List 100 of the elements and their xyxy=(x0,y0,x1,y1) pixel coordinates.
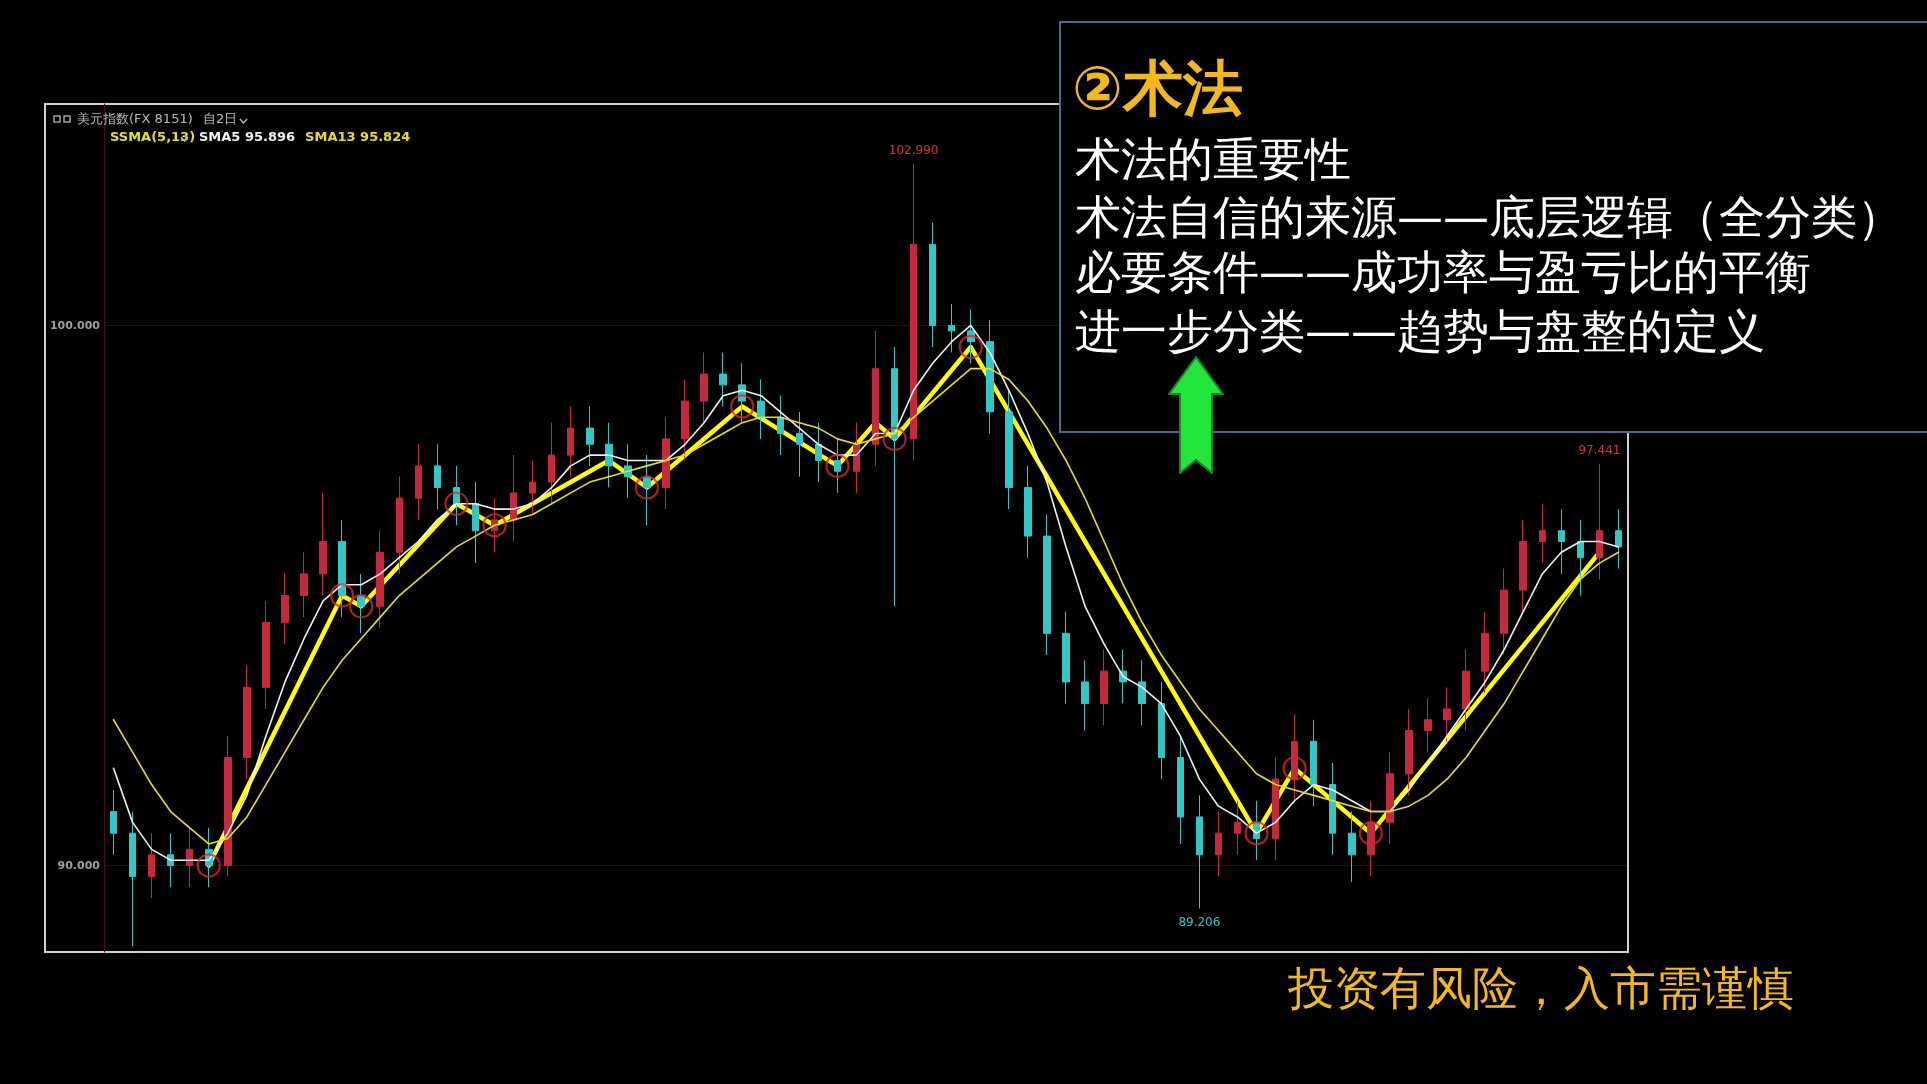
candlestick xyxy=(434,443,441,510)
annotation: 术法的重要性 xyxy=(1075,132,1351,188)
point xyxy=(882,426,907,451)
candlestick xyxy=(567,405,574,478)
point xyxy=(196,853,221,878)
candlestick xyxy=(719,351,727,407)
point xyxy=(1282,756,1307,781)
candlestick xyxy=(300,551,308,618)
candlestick xyxy=(1291,713,1298,802)
text: SMA5 95.896 xyxy=(199,129,296,144)
candlestick xyxy=(1215,811,1222,877)
point xyxy=(634,475,660,500)
annotation: 自2日 xyxy=(203,111,238,127)
candlestick xyxy=(1462,649,1470,732)
candlestick xyxy=(1005,389,1013,510)
candlestick xyxy=(186,827,193,888)
point xyxy=(330,583,355,608)
point xyxy=(1244,821,1269,846)
candlestick xyxy=(777,395,784,456)
candlestick xyxy=(1024,465,1032,559)
candlestick xyxy=(1177,735,1184,845)
legend-title: SSMA(5,13) xyxy=(110,129,196,144)
candlestick xyxy=(1443,686,1451,742)
annotation: 美元指数(FX 8151) xyxy=(77,111,193,127)
candlestick xyxy=(948,303,955,353)
candlestick xyxy=(624,443,632,499)
chart-title: ②术法 xyxy=(1072,53,1243,123)
candlestick xyxy=(1196,794,1203,909)
point xyxy=(825,453,850,478)
candlestick xyxy=(1158,681,1165,780)
candlestick xyxy=(129,811,136,948)
candlestick xyxy=(929,222,936,348)
candlestick xyxy=(643,454,651,526)
candlestick xyxy=(1386,751,1394,845)
candlestick xyxy=(376,530,384,629)
candlestick xyxy=(148,832,155,899)
candlestick xyxy=(1615,508,1622,570)
candlestick xyxy=(834,438,841,494)
annotation: 术法自信的来源——底层逻辑（全分类） xyxy=(1075,190,1903,246)
candlestick xyxy=(796,411,803,478)
candlestick xyxy=(1100,649,1108,726)
candlestick xyxy=(815,422,822,483)
text: 投资有风险，入市需谨慎 xyxy=(1288,961,1794,1017)
point xyxy=(730,394,755,419)
candlestick xyxy=(1519,519,1527,613)
candlestick xyxy=(681,378,689,461)
point xyxy=(444,491,469,516)
candlestick xyxy=(1272,757,1279,861)
candlestick xyxy=(586,405,594,467)
candlestick xyxy=(1558,508,1565,575)
point xyxy=(482,513,507,538)
candlestick xyxy=(910,163,917,461)
y-tick-label: 90.000 xyxy=(57,859,101,873)
candlestick xyxy=(167,832,174,888)
annotation: 必要条件——成功率与盈亏比的平衡 xyxy=(1075,245,1811,301)
candlestick xyxy=(700,351,708,424)
candlestick xyxy=(986,319,994,434)
candlestick xyxy=(1081,659,1089,732)
candlestick xyxy=(510,454,517,542)
candlestick xyxy=(757,378,765,440)
candlestick xyxy=(1138,659,1146,726)
candlestick xyxy=(548,422,555,505)
candlestick xyxy=(415,443,422,521)
candlestick xyxy=(1405,708,1413,796)
candlestick xyxy=(529,459,536,515)
annotation: 102.990 xyxy=(888,142,939,157)
candlestick xyxy=(1539,503,1546,564)
candlestick xyxy=(1481,611,1489,694)
annotation: 89.206 xyxy=(1178,915,1221,930)
candlestick xyxy=(891,346,898,607)
candlestick xyxy=(491,497,498,553)
candlestick xyxy=(224,735,232,877)
candlestick xyxy=(1062,611,1070,705)
candlestick xyxy=(605,422,613,488)
candlestick xyxy=(1424,697,1432,753)
candlestick xyxy=(872,330,879,467)
point xyxy=(1358,821,1383,846)
candlestick xyxy=(1367,800,1375,877)
candlestick xyxy=(662,416,670,510)
candlestick xyxy=(1234,800,1241,856)
candlestick xyxy=(357,573,365,634)
candlestick xyxy=(319,492,327,597)
candlestick xyxy=(1329,762,1336,856)
candlestick xyxy=(396,476,403,575)
candlestick xyxy=(110,789,117,856)
candlestick xyxy=(472,481,479,564)
point xyxy=(349,594,374,619)
candlestick xyxy=(1348,811,1356,883)
candlestick xyxy=(338,519,346,618)
annotation: 进一步分类——趋势与盘整的定义 xyxy=(1075,304,1765,360)
annotation: 97.441 xyxy=(1578,442,1621,457)
candlestick xyxy=(1577,519,1584,597)
candlestick xyxy=(1500,568,1508,656)
candlestick xyxy=(281,573,289,645)
candlestick xyxy=(853,422,860,494)
text: SMA13 95.824 xyxy=(305,129,411,144)
candlestick xyxy=(1043,514,1051,656)
y-tick-label: 100.000 xyxy=(49,318,101,332)
candlestick xyxy=(243,665,251,780)
candlestick xyxy=(1310,719,1317,807)
